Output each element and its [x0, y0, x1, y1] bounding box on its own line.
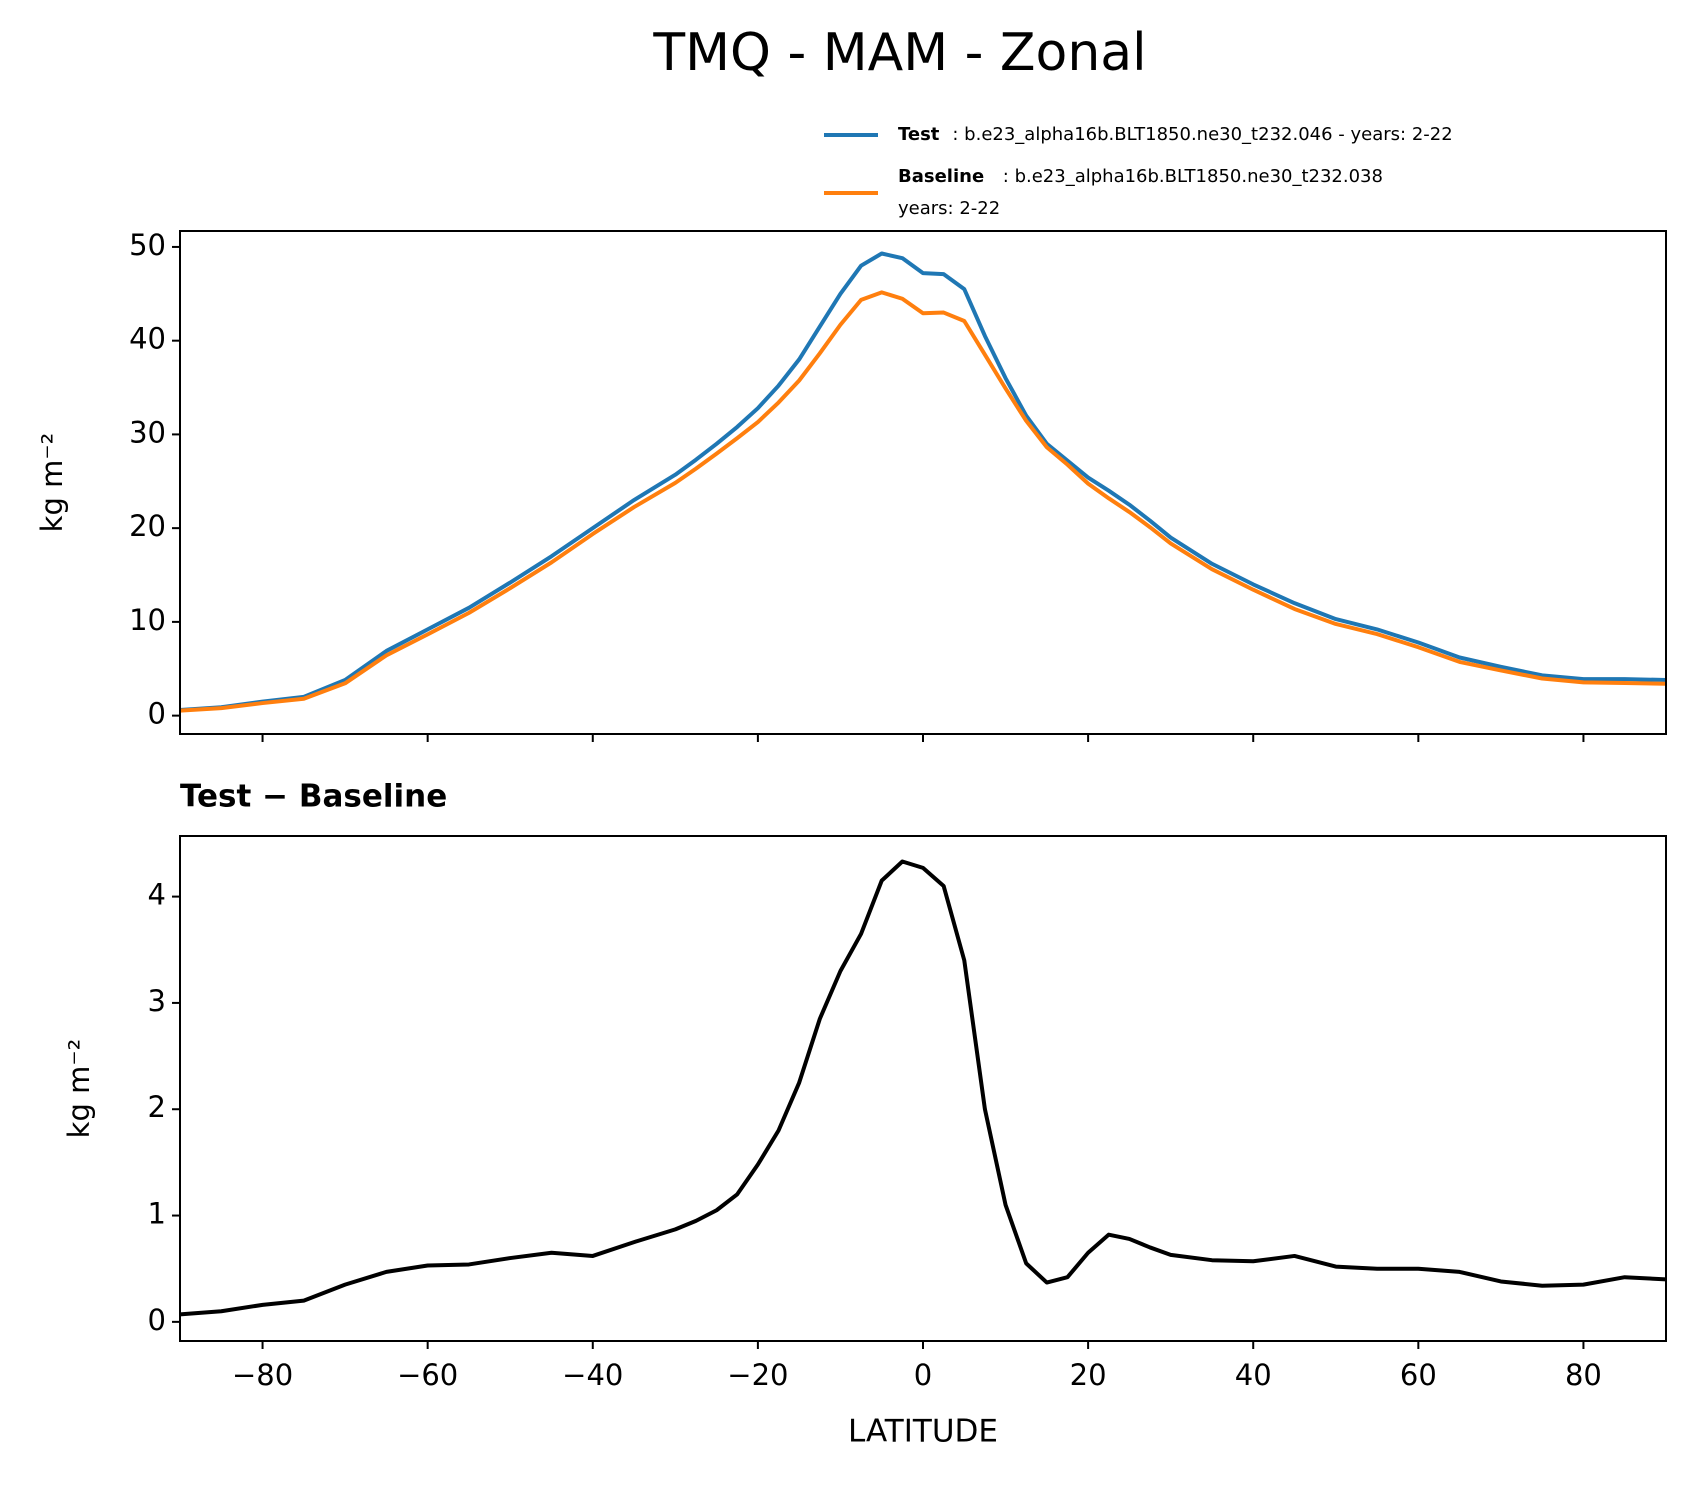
x-tick-label: 60 [1400, 1358, 1437, 1392]
y-tick-label: 0 [148, 697, 166, 731]
legend-name: Test [898, 124, 940, 145]
y-tick-label: 0 [148, 1303, 166, 1337]
legend-name: Baseline [898, 166, 984, 187]
y-tick-label: 3 [148, 984, 166, 1018]
axes-title: Test − Baseline [180, 779, 447, 815]
y-tick-label: 40 [129, 322, 166, 356]
x-tick-label: −80 [232, 1358, 293, 1392]
line-series [179, 251, 1667, 712]
legend-text: years: 2-22 [898, 198, 1000, 219]
y-axis-label: kg m⁻² [35, 433, 69, 533]
x-tick-label: −60 [397, 1358, 458, 1392]
axes-frame [179, 230, 1667, 735]
x-tick-label: 20 [1070, 1358, 1107, 1392]
y-tick-label: 4 [148, 878, 166, 912]
line-series [179, 859, 1667, 1317]
y-tick-label: 10 [129, 603, 166, 637]
y-axis-label: kg m⁻² [62, 1039, 96, 1139]
y-tick-label: 2 [148, 1090, 166, 1124]
figure-title: TMQ - MAM - Zonal [652, 23, 1146, 83]
x-tick-label: 80 [1565, 1358, 1602, 1392]
y-tick-label: 20 [129, 509, 166, 543]
x-tick-label: 0 [914, 1358, 932, 1392]
x-axis-label: LATITUDE [848, 1414, 998, 1450]
x-tick-label: −20 [727, 1358, 788, 1392]
line-series [179, 290, 1667, 713]
legend-text: : b.e23_alpha16b.BLT1850.ne30_t232.038 [1003, 166, 1383, 187]
legend-text: : b.e23_alpha16b.BLT1850.ne30_t232.046 -… [952, 124, 1452, 145]
axes-frame [179, 835, 1667, 1342]
x-tick-label: 40 [1235, 1358, 1272, 1392]
y-tick-label: 30 [129, 415, 166, 449]
y-tick-label: 1 [148, 1197, 166, 1231]
x-tick-label: −40 [562, 1358, 623, 1392]
y-tick-label: 50 [129, 228, 166, 262]
